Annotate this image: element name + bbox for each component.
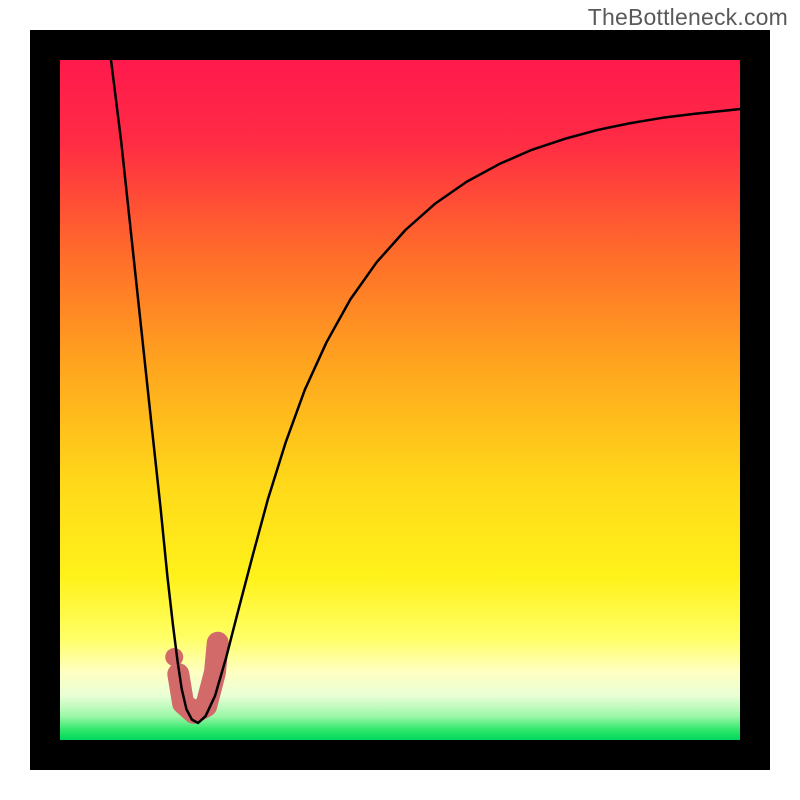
optimal-marker-dot xyxy=(165,648,183,666)
chart-canvas: TheBottleneck.com xyxy=(0,0,800,800)
watermark-text: TheBottleneck.com xyxy=(588,4,788,31)
plot-background xyxy=(60,60,740,740)
bottleneck-curve-chart xyxy=(0,0,800,800)
